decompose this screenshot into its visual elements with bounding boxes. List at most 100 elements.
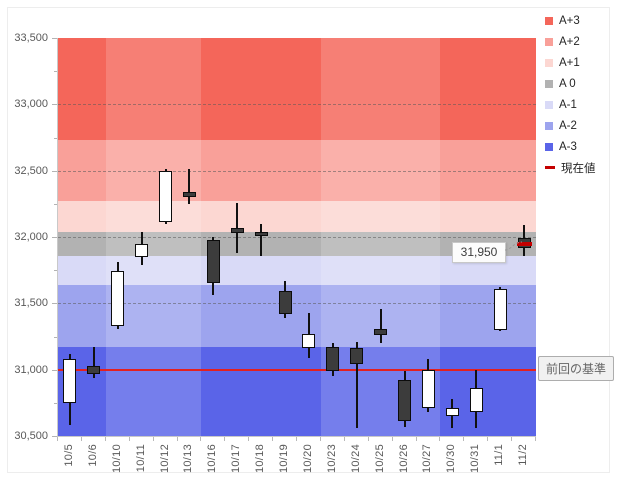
x-tick: [200, 437, 202, 441]
legend-label: A+1: [559, 56, 580, 69]
candle-body-10/19: [278, 291, 292, 314]
y-major-tick-31000: [52, 369, 57, 371]
y-minor-tick-32250: [54, 203, 57, 205]
band-a+1: [58, 201, 536, 232]
x-label-11/2: 11/2: [517, 444, 530, 466]
x-label-10/25: 10/25: [373, 444, 386, 474]
legend-item-a-3: A-3: [545, 136, 596, 157]
y-minor-tick-32750: [54, 137, 57, 139]
x-tick: [319, 437, 321, 441]
band-a+2: [58, 140, 536, 202]
x-tick: [80, 437, 82, 441]
legend-label: A-1: [559, 98, 577, 111]
x-tick: [511, 437, 513, 441]
x-label-10/10: 10/10: [110, 444, 123, 474]
x-label-10/16: 10/16: [206, 444, 219, 474]
x-label-10/27: 10/27: [421, 444, 434, 474]
x-label-10/24: 10/24: [349, 444, 362, 474]
legend-item-現在値: 現在値: [545, 157, 596, 178]
x-tick: [57, 437, 58, 441]
y-major-tick-33000: [52, 104, 57, 106]
x-label-10/20: 10/20: [301, 444, 314, 474]
candle-body-10/5: [63, 359, 77, 403]
legend-label: A+2: [559, 35, 580, 48]
y-tick-label-32500: 32,500: [14, 164, 48, 177]
y-tick-label-33500: 33,500: [14, 32, 48, 44]
candle-body-10/26: [398, 380, 412, 422]
y-major-tick-31500: [52, 303, 57, 305]
y-tick-label-31000: 31,000: [14, 363, 48, 376]
band-color-swatch-icon: [545, 16, 553, 25]
band-a-2: [58, 284, 536, 348]
y-major-tick-33500: [52, 38, 57, 39]
legend-item-a+3: A+3: [545, 10, 596, 31]
x-tick: [296, 437, 297, 441]
x-label-10/23: 10/23: [325, 444, 338, 474]
candle-body-10/25: [374, 328, 388, 336]
candle-body-10/24: [350, 348, 364, 365]
gridline-32000: [58, 237, 536, 238]
legend-item-a-2: A-2: [545, 115, 596, 136]
x-label-10/26: 10/26: [397, 444, 410, 474]
band-color-swatch-icon: [545, 100, 553, 109]
x-tick: [487, 437, 489, 441]
band-color-swatch-icon: [545, 37, 553, 46]
candle-body-10/12: [159, 170, 173, 223]
x-tick: [128, 437, 130, 441]
x-tick: [224, 437, 226, 441]
legend-label: A+3: [559, 14, 580, 27]
x-tick: [176, 437, 178, 441]
previous-baseline-line: [58, 368, 536, 371]
legend-item-a+2: A+2: [545, 31, 596, 52]
x-tick: [439, 437, 441, 441]
band-color-swatch-icon: [545, 142, 553, 151]
y-minor-tick-31250: [54, 336, 57, 338]
candle-body-10/18: [254, 231, 268, 236]
y-major-tick-32500: [52, 170, 57, 172]
band-color-swatch-icon: [545, 121, 553, 130]
y-minor-tick-31750: [54, 270, 57, 272]
gridline-33000: [58, 104, 536, 106]
candle-body-10/27: [421, 369, 435, 409]
x-label-11/1: 11/1: [493, 444, 506, 466]
x-tick: [415, 437, 417, 441]
callout-connector-line: [505, 241, 523, 251]
legend-item-a-1: A-1: [545, 94, 596, 115]
candle-wick-10/25: [379, 308, 382, 344]
y-minor-tick-33250: [54, 71, 57, 73]
y-major-tick-32000: [52, 237, 57, 238]
candle-body-10/31: [469, 388, 483, 413]
legend-label: A-2: [559, 119, 577, 132]
current-value-dash-icon: [545, 166, 555, 169]
x-label-10/5: 10/5: [62, 444, 75, 467]
x-label-10/13: 10/13: [182, 444, 195, 474]
y-minor-tick-30750: [54, 402, 57, 404]
x-tick: [391, 437, 393, 441]
candle-wick-10/13: [188, 169, 191, 204]
plot-area: [57, 38, 536, 437]
legend-label: A-3: [559, 140, 577, 153]
candle-body-10/16: [206, 239, 220, 284]
previous-baseline-label: 前回の基準: [538, 356, 615, 381]
x-label-10/6: 10/6: [86, 444, 99, 467]
legend-item-a+1: A+1: [545, 52, 596, 73]
y-major-tick-30500: [52, 436, 57, 437]
candle-body-11/1: [493, 288, 507, 330]
band-a-3: [58, 347, 536, 436]
candle-body-10/13: [182, 191, 196, 198]
candle-body-10/6: [87, 365, 101, 374]
band-color-swatch-icon: [545, 79, 553, 88]
x-tick: [367, 437, 369, 441]
x-label-10/30: 10/30: [445, 444, 458, 474]
y-tick-label-32000: 32,000: [14, 231, 48, 243]
legend: A+3 A+2 A+1 A 0 A-1 A-2 A-3 現在値: [545, 10, 596, 178]
x-label-10/17: 10/17: [230, 444, 243, 474]
legend-item-a0: A 0: [545, 73, 596, 94]
gridline-32500: [58, 170, 536, 172]
gridline-31500: [58, 303, 536, 305]
candle-body-10/20: [302, 333, 316, 349]
candle-wick-10/18: [260, 223, 263, 256]
candle-wick-10/6: [92, 347, 95, 378]
y-tick-label-30500: 30,500: [14, 430, 48, 442]
